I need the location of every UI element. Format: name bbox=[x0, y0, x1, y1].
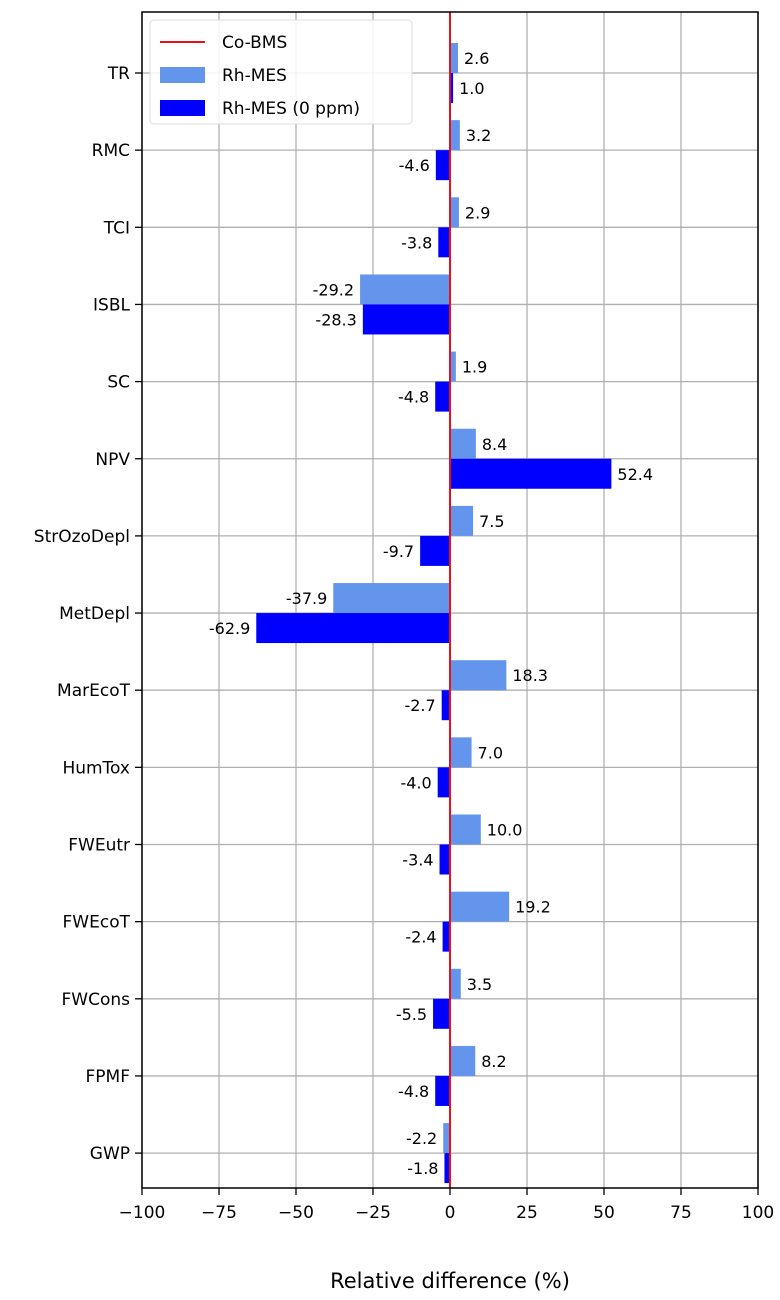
value-label: -3.4 bbox=[402, 851, 433, 870]
bar-rh-mes bbox=[360, 274, 450, 305]
x-tick-label: 100 bbox=[742, 1203, 774, 1223]
value-label: 1.0 bbox=[459, 79, 484, 98]
bar-rh-mes bbox=[450, 968, 461, 999]
y-tick-label: HumTox bbox=[62, 758, 130, 778]
bar-rh-mes-0ppm bbox=[450, 458, 612, 489]
value-label: -4.8 bbox=[398, 388, 429, 407]
bar-rh-mes-0ppm bbox=[439, 844, 450, 875]
value-label: 3.2 bbox=[466, 126, 491, 145]
y-tick-label: FWEutr bbox=[68, 836, 130, 856]
y-tick-label: MetDepl bbox=[59, 604, 130, 624]
bar-rh-mes bbox=[450, 428, 476, 459]
value-label: -29.2 bbox=[313, 280, 354, 299]
bar-rh-mes bbox=[450, 197, 459, 228]
bar-rh-mes bbox=[450, 120, 460, 151]
x-tick-label: −100 bbox=[119, 1203, 166, 1223]
value-label: -2.4 bbox=[405, 928, 436, 947]
bar-rh-mes-0ppm bbox=[438, 227, 450, 258]
x-tick-label: 75 bbox=[670, 1203, 692, 1223]
x-tick-label: 0 bbox=[445, 1203, 456, 1223]
value-label: 7.5 bbox=[479, 512, 504, 531]
bar-rh-mes bbox=[333, 583, 450, 614]
bar-rh-mes-0ppm bbox=[433, 998, 450, 1029]
value-label: 2.6 bbox=[464, 49, 489, 68]
bar-rh-mes bbox=[450, 737, 472, 768]
y-tick-label: StrOzoDepl bbox=[34, 527, 130, 547]
value-label: -4.8 bbox=[398, 1082, 429, 1101]
bar-rh-mes-0ppm bbox=[435, 150, 450, 181]
value-label: -4.0 bbox=[400, 773, 431, 792]
legend-box bbox=[149, 19, 413, 125]
value-label: -2.2 bbox=[406, 1129, 437, 1148]
value-label: 7.0 bbox=[478, 743, 503, 762]
bar-rh-mes-0ppm bbox=[444, 1153, 450, 1184]
bar-rh-mes bbox=[450, 351, 456, 382]
bar-rh-mes bbox=[450, 660, 507, 691]
y-tick-label: RMC bbox=[92, 141, 130, 161]
x-tick-label: 50 bbox=[593, 1203, 615, 1223]
bar-rh-mes-0ppm bbox=[435, 381, 450, 412]
value-label: -4.6 bbox=[399, 156, 430, 175]
y-tick-label: GWP bbox=[90, 1144, 130, 1164]
value-label: 8.4 bbox=[482, 435, 507, 454]
bar-rh-mes-0ppm bbox=[435, 1075, 450, 1106]
legend-swatch bbox=[160, 67, 205, 83]
value-label: -37.9 bbox=[286, 589, 327, 608]
value-label: 18.3 bbox=[512, 666, 548, 685]
value-label: -3.8 bbox=[401, 233, 432, 252]
bar-rh-mes bbox=[450, 891, 510, 922]
value-label: -5.5 bbox=[396, 1005, 427, 1024]
bar-rh-mes bbox=[450, 814, 481, 845]
bar-rh-mes bbox=[450, 1045, 476, 1076]
y-tick-label: TR bbox=[107, 64, 130, 84]
value-label: -9.7 bbox=[383, 542, 414, 561]
bar-rh-mes-0ppm bbox=[362, 304, 450, 335]
value-label: -62.9 bbox=[209, 619, 250, 638]
x-tick-label: −25 bbox=[355, 1203, 391, 1223]
value-label: 2.9 bbox=[465, 203, 490, 222]
value-label: 52.4 bbox=[617, 465, 653, 484]
y-tick-label: NPV bbox=[95, 450, 130, 470]
bar-rh-mes bbox=[443, 1123, 450, 1154]
bar-rh-mes bbox=[450, 43, 459, 73]
y-tick-label: FWCons bbox=[62, 990, 131, 1010]
bar-rh-mes-0ppm bbox=[256, 613, 450, 644]
x-tick-label: 25 bbox=[516, 1203, 538, 1223]
value-label: -28.3 bbox=[315, 310, 356, 329]
y-tick-label: ISBL bbox=[93, 295, 130, 315]
x-tick-label: −75 bbox=[201, 1203, 237, 1223]
legend: Co-BMS Rh-MES Rh-MES (0 ppm) bbox=[149, 19, 413, 125]
bar-rh-mes-0ppm bbox=[420, 535, 450, 566]
legend-label: Co-BMS bbox=[222, 33, 287, 53]
legend-swatch bbox=[160, 100, 205, 116]
value-labels: 2.6 3.2 2.9 -29.2 1.9 8.4 7.5 -37.9 18.3 7.0 10.0 1… bbox=[209, 49, 653, 1178]
value-label: 3.5 bbox=[467, 975, 492, 994]
axes: −100 −75 −50 −25 0 25 50 75 100 TR RMC TCI ISBL SC NPV… bbox=[34, 11, 774, 1223]
bars bbox=[256, 43, 612, 1184]
x-axis-label: Relative difference (%) bbox=[330, 1269, 570, 1293]
bar-rh-mes-0ppm bbox=[441, 690, 450, 721]
value-label: 1.9 bbox=[462, 358, 487, 377]
y-tick-label: FPMF bbox=[86, 1067, 130, 1087]
y-tick-label: FWEcoT bbox=[63, 913, 131, 933]
y-tick-label: TCI bbox=[103, 218, 130, 238]
bar-rh-mes-0ppm bbox=[450, 73, 454, 103]
value-label: 10.0 bbox=[487, 821, 523, 840]
y-tick-label: MarEcoT bbox=[57, 681, 131, 701]
legend-label: Rh-MES (0 ppm) bbox=[222, 99, 360, 119]
value-label: -2.7 bbox=[404, 696, 435, 715]
y-tick-label: SC bbox=[107, 373, 130, 393]
bar-rh-mes-0ppm bbox=[437, 767, 450, 798]
legend-label: Rh-MES bbox=[222, 66, 287, 86]
value-label: 19.2 bbox=[515, 898, 551, 917]
bar-rh-mes-0ppm bbox=[442, 921, 450, 952]
x-tick-label: −50 bbox=[278, 1203, 314, 1223]
bar-rh-mes bbox=[450, 505, 474, 536]
value-label: 8.2 bbox=[481, 1052, 506, 1071]
value-label: -1.8 bbox=[407, 1159, 438, 1178]
